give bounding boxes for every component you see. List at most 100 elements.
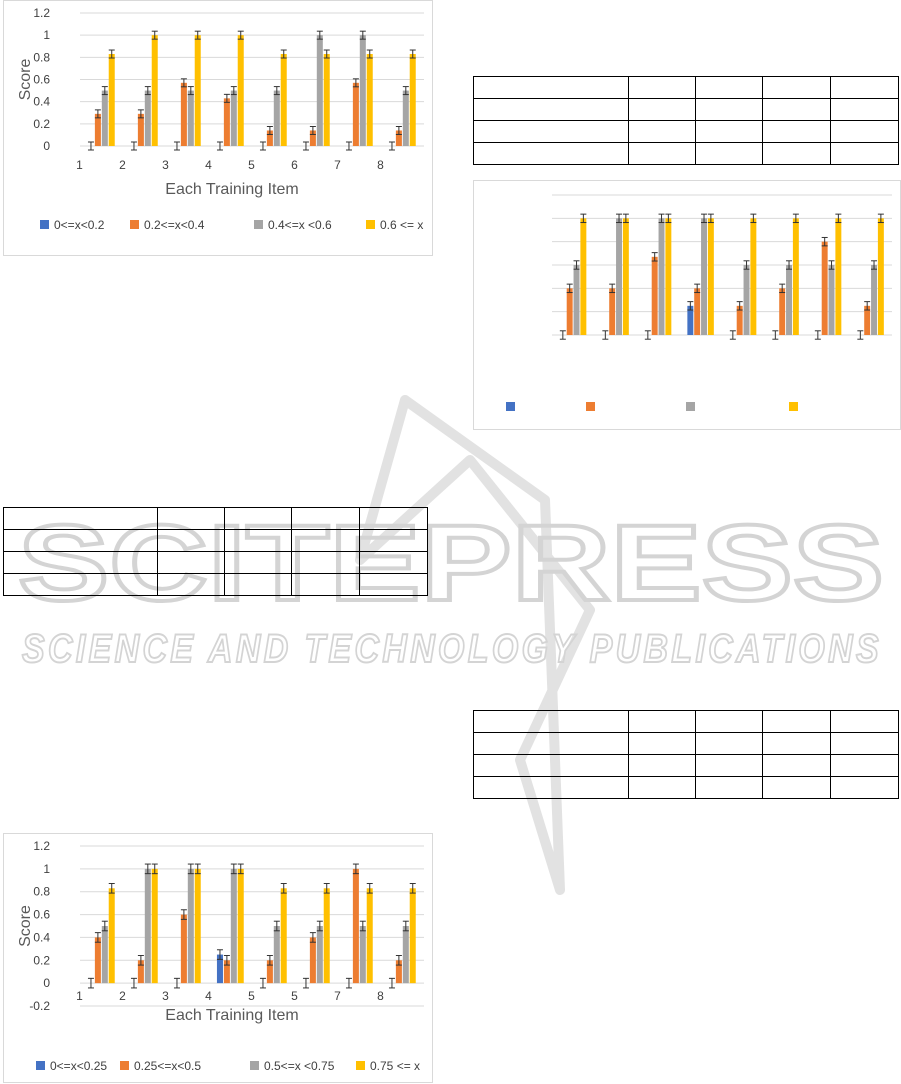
bar: [187, 90, 194, 146]
table-cell: [628, 776, 696, 799]
legend-swatch: [120, 1061, 129, 1070]
bar: [323, 888, 330, 984]
x-tick-label: 5: [248, 158, 255, 172]
legend-label: 0<=x<0.25: [50, 1059, 107, 1073]
bar: [237, 868, 244, 984]
legend-swatch: [506, 402, 515, 411]
table-cell: [473, 142, 629, 165]
legend-swatch: [36, 1061, 45, 1070]
bar: [750, 218, 757, 335]
table-row: [473, 120, 899, 143]
table-row: [3, 507, 428, 530]
bar: [180, 914, 187, 984]
table-cell: [695, 120, 763, 143]
bar: [409, 888, 416, 984]
bar: [94, 937, 101, 984]
table-cell: [695, 142, 763, 165]
y-tick-label: 0.8: [33, 885, 50, 899]
bar: [701, 218, 707, 335]
bar: [786, 265, 792, 335]
table-cell: [830, 754, 899, 777]
bar: [359, 926, 366, 984]
table-cell: [695, 732, 763, 755]
bar: [309, 937, 316, 984]
table-cell: [628, 98, 696, 121]
bar: [194, 868, 201, 984]
table-cell: [473, 776, 629, 799]
table-cell: [628, 120, 696, 143]
bar: [280, 888, 287, 984]
table-cell: [3, 551, 158, 574]
bar: [144, 90, 151, 146]
bar: [180, 82, 187, 146]
chart-c-svg: -0.2 0 0.2 0.4 0.6 0.8 1 1.2 1 2 3 4 5 5 7 8 Each Traini…: [17, 839, 424, 1073]
legend-label: 0.6 <= x: [380, 218, 423, 232]
x-tick-label: 5: [248, 989, 255, 1003]
x-tick-label: 1: [76, 989, 83, 1003]
bar: [273, 90, 280, 146]
table-cell: [291, 573, 360, 596]
table-cell: [224, 507, 292, 530]
legend-label: 0<=x<0.2: [54, 218, 105, 232]
chart-training-items-b: [473, 180, 901, 430]
bar: [94, 113, 101, 146]
bar: [316, 926, 323, 984]
table-cell: [628, 710, 696, 733]
y-tick-label: 0.6: [33, 908, 50, 922]
chart-training-items-a: 0 0.2 0.4 0.6 0.8 1 1.2 1 2 3 4 5 6 7 8 Each Training I…: [3, 0, 433, 256]
table-cell: [628, 142, 696, 165]
table-row: [3, 573, 428, 596]
table-cell: [224, 573, 292, 596]
bar: [280, 54, 287, 147]
x-tick-label: 3: [162, 158, 169, 172]
table-row: [473, 76, 899, 99]
bar: [792, 218, 799, 335]
watermark-sub-text: SCIENCE AND TECHNOLOGY PUBLICATIONS: [22, 627, 882, 671]
table-cell: [830, 732, 899, 755]
table-cell: [695, 754, 763, 777]
y-tick-label: 0.4: [33, 930, 50, 944]
bar: [609, 288, 616, 335]
y-tick-label: 0.2: [33, 953, 50, 967]
y-tick-label: 0.2: [33, 117, 50, 131]
bar: [101, 90, 108, 146]
table-cell: [830, 710, 899, 733]
table-row: [473, 754, 899, 777]
table-row: [473, 776, 899, 799]
bar: [821, 241, 828, 335]
legend-swatch: [366, 220, 375, 229]
table-cell: [695, 776, 763, 799]
x-tick-label: 7: [334, 989, 341, 1003]
bar: [316, 35, 323, 146]
table-cell: [157, 551, 225, 574]
bar: [658, 218, 665, 335]
legend-label: 0.4<=x <0.6: [268, 218, 332, 232]
table-cell: [473, 76, 629, 99]
bar: [359, 35, 366, 146]
table-cell: [157, 507, 225, 530]
bar: [101, 926, 108, 984]
x-axis-title: Each Training Item: [165, 181, 298, 198]
y-tick-label: 0.4: [33, 95, 50, 109]
bar: [580, 218, 587, 335]
table-cell: [628, 754, 696, 777]
bar: [151, 35, 158, 146]
bar: [395, 130, 402, 146]
bar: [352, 868, 359, 984]
bar: [622, 218, 629, 335]
y-tick-label: 1.2: [33, 6, 50, 20]
legend-label: 0.2<=x<0.4: [144, 218, 205, 232]
table-cell: [695, 710, 763, 733]
y-tick-label: 1: [43, 28, 50, 42]
table-cell: [830, 142, 899, 165]
table-cell: [473, 120, 629, 143]
table-cell: [291, 551, 360, 574]
table-cell: [762, 754, 831, 777]
table-cell: [3, 529, 158, 552]
bar: [395, 960, 402, 984]
y-axis-title: Score: [17, 905, 34, 947]
bar: [273, 926, 280, 984]
bar: [194, 35, 201, 146]
y-tick-label: 0.6: [33, 73, 50, 87]
bar: [566, 288, 573, 335]
